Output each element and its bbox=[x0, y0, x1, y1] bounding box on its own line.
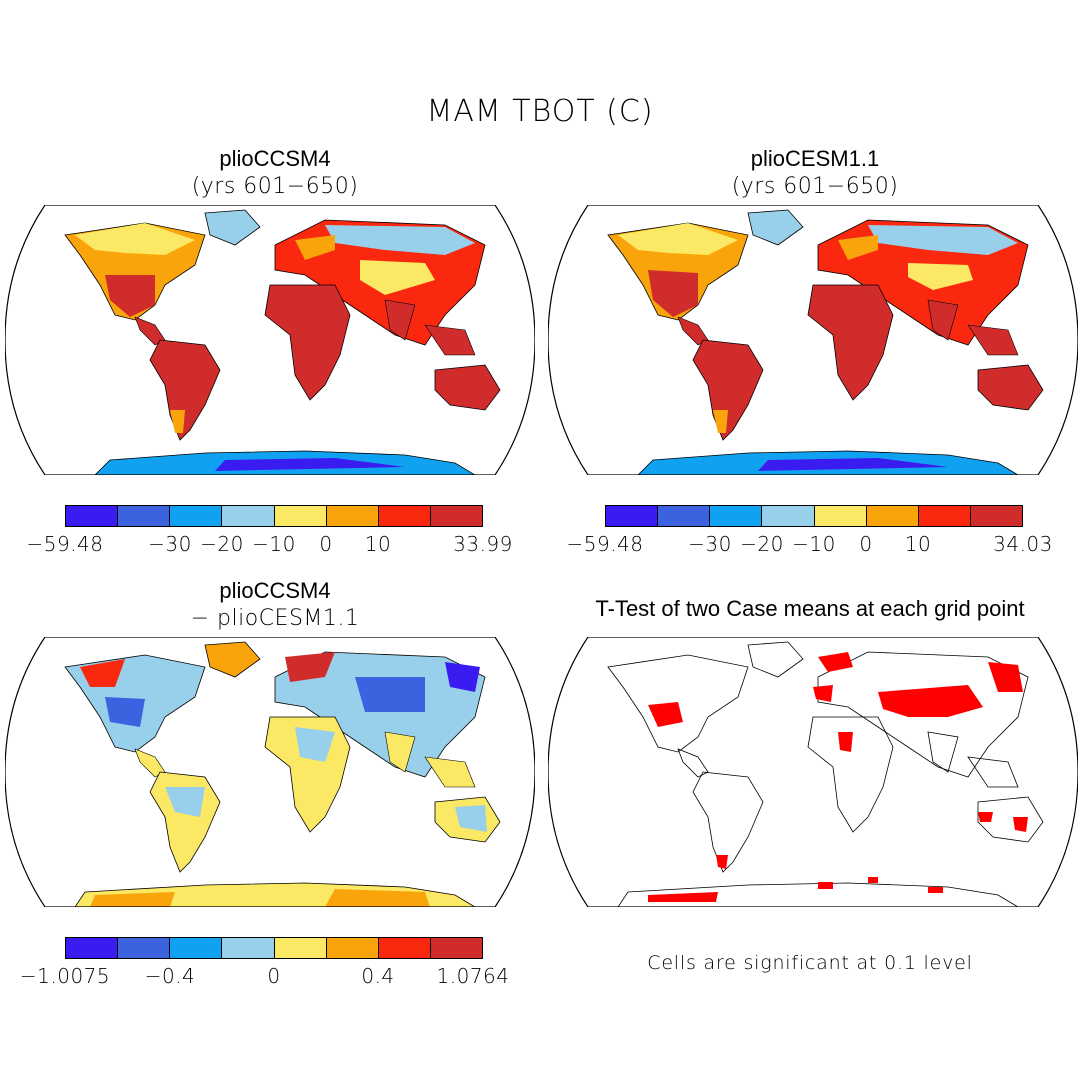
significance-note: Cells are significant at 0.1 level bbox=[647, 952, 973, 974]
color-swatch bbox=[118, 938, 171, 958]
map-top-left bbox=[5, 205, 535, 475]
color-swatch bbox=[866, 506, 919, 526]
panel-title-top-left: plioCCSM4 bbox=[219, 146, 331, 171]
panel-title-bottom-left: plioCCSM4 bbox=[219, 578, 331, 603]
colorbar-tick: −0.4 bbox=[144, 964, 196, 988]
colorbar-tick: −10 bbox=[252, 532, 296, 556]
colorbar-tick: −10 bbox=[792, 532, 836, 556]
colorbar-tick: 0.4 bbox=[361, 964, 395, 988]
colorbar-bottom-left bbox=[65, 937, 483, 959]
panel-title-bottom-right: T-Test of two Case means at each grid po… bbox=[595, 596, 1025, 621]
color-swatch bbox=[658, 506, 711, 526]
color-swatch bbox=[222, 506, 275, 526]
color-swatch bbox=[66, 938, 119, 958]
panel-subtitle-bottom-left: − plioCESM1.1 bbox=[190, 606, 360, 631]
color-swatch bbox=[430, 506, 482, 526]
map-top-right bbox=[548, 205, 1078, 475]
colorbar-tick: 34.03 bbox=[993, 532, 1053, 556]
colorbar-tick: −59.48 bbox=[566, 532, 644, 556]
colorbar-tick: 1.0764 bbox=[436, 964, 510, 988]
panel-subtitle-top-left: (yrs 601−650) bbox=[191, 174, 359, 199]
color-swatch bbox=[710, 506, 763, 526]
map-bottom-right bbox=[548, 637, 1078, 907]
panel-title-top-right: plioCESM1.1 bbox=[750, 146, 880, 171]
map-bottom-left bbox=[5, 637, 535, 907]
figure-title: MAM TBOT (C) bbox=[426, 94, 654, 129]
colorbar-tick: 33.99 bbox=[453, 532, 513, 556]
color-swatch bbox=[378, 938, 431, 958]
colorbar-tick: 10 bbox=[364, 532, 392, 556]
colorbar-tick: 0 bbox=[319, 532, 333, 556]
panel-subtitle-top-right: (yrs 601−650) bbox=[731, 174, 899, 199]
colorbar-top-left bbox=[65, 505, 483, 527]
colorbar-tick: −20 bbox=[200, 532, 244, 556]
color-swatch bbox=[118, 506, 171, 526]
colorbar-tick: 0 bbox=[267, 964, 281, 988]
color-swatch bbox=[606, 506, 659, 526]
colorbar-tick: −30 bbox=[688, 532, 732, 556]
color-swatch bbox=[326, 506, 379, 526]
color-swatch bbox=[814, 506, 867, 526]
colorbar-tick: −1.0075 bbox=[19, 964, 111, 988]
color-swatch bbox=[222, 938, 275, 958]
color-swatch bbox=[274, 938, 327, 958]
color-swatch bbox=[170, 938, 223, 958]
colorbar-tick: −30 bbox=[148, 532, 192, 556]
colorbar-top-right bbox=[605, 505, 1023, 527]
color-swatch bbox=[274, 506, 327, 526]
color-swatch bbox=[430, 938, 482, 958]
colorbar-tick: 0 bbox=[859, 532, 873, 556]
color-swatch bbox=[762, 506, 815, 526]
colorbar-tick: −20 bbox=[740, 532, 784, 556]
color-swatch bbox=[170, 506, 223, 526]
colorbar-tick: 10 bbox=[904, 532, 932, 556]
colorbar-tick: −59.48 bbox=[26, 532, 104, 556]
color-swatch bbox=[66, 506, 119, 526]
color-swatch bbox=[970, 506, 1022, 526]
color-swatch bbox=[918, 506, 971, 526]
color-swatch bbox=[326, 938, 379, 958]
color-swatch bbox=[378, 506, 431, 526]
